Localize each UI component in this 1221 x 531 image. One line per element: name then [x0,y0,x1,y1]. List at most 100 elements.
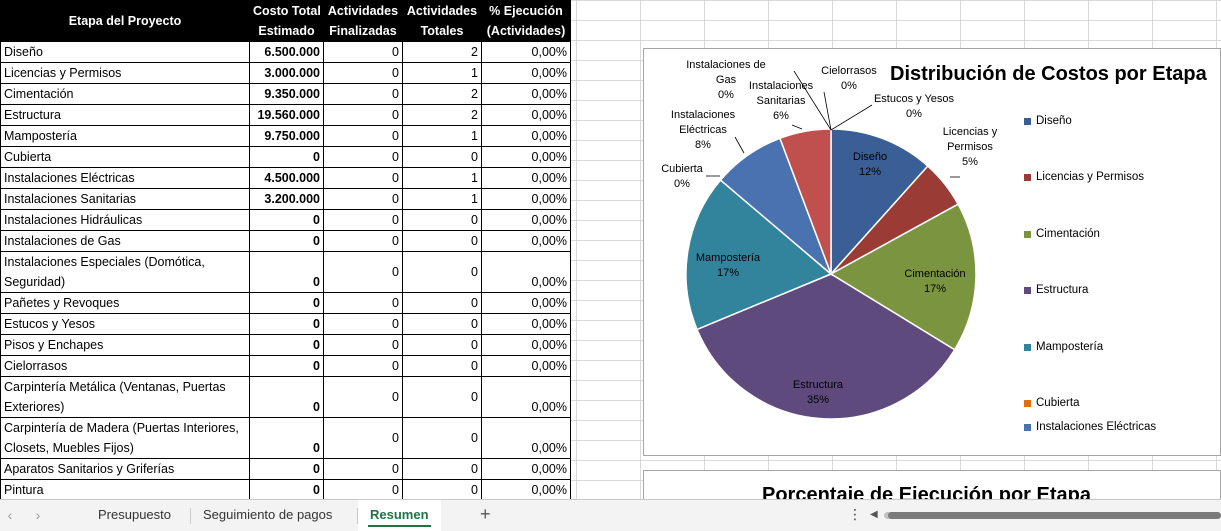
cell-pct[interactable]: 0,00% [481,355,571,377]
cell-cost[interactable]: 0 [249,292,324,314]
cell-done[interactable]: 0 [323,334,403,356]
cell-done[interactable]: 0 [323,167,403,189]
legend-item[interactable]: Cimentación [1024,228,1100,240]
cell-done[interactable]: 0 [323,417,403,459]
cell-total[interactable]: 0 [402,334,482,356]
cell-total[interactable]: 0 [402,313,482,335]
legend-item[interactable]: Cubierta [1024,397,1079,409]
pie-slice-mamposter-a[interactable] [685,179,833,331]
cell-total[interactable]: 0 [402,146,482,168]
pie-slice-cimentaci-n[interactable] [829,203,977,351]
cell-pct[interactable]: 0,00% [481,209,571,231]
header-cost[interactable]: Costo Total Estimado [249,0,324,42]
cell-done[interactable]: 0 [323,62,403,84]
cell-cost[interactable]: 19.560.000 [249,104,324,126]
worksheet-area[interactable]: Etapa del Proyecto Costo Total Estimado … [0,0,1221,499]
cell-pct[interactable]: 0,00% [481,104,571,126]
cell-stage[interactable]: Instalaciones de Gas [0,230,250,252]
cost-distribution-chart[interactable]: Diseño 12% Licencias y Permisos 5% Cimentació… [643,48,1221,456]
cell-stage[interactable]: Pintura [0,479,250,499]
legend-item[interactable]: Mampostería [1024,341,1103,353]
cell-total[interactable]: 0 [402,230,482,252]
cell-cost[interactable]: 0 [249,417,324,459]
cell-cost[interactable]: 0 [249,146,324,168]
cell-stage[interactable]: Cubierta [0,146,250,168]
cell-total[interactable]: 0 [402,292,482,314]
cell-cost[interactable]: 4.500.000 [249,167,324,189]
cell-pct[interactable]: 0,00% [481,334,571,356]
cell-stage[interactable]: Estructura [0,104,250,126]
cell-cost[interactable]: 0 [249,230,324,252]
cell-done[interactable]: 0 [323,355,403,377]
cell-stage[interactable]: Diseño [0,41,250,63]
cell-done[interactable]: 0 [323,209,403,231]
vertical-ellipsis-icon[interactable]: ⋮ [848,506,862,522]
cell-done[interactable]: 0 [323,230,403,252]
plus-icon[interactable]: + [480,504,491,524]
cell-cost[interactable]: 9.750.000 [249,125,324,147]
cell-pct[interactable]: 0,00% [481,146,571,168]
cell-done[interactable]: 0 [323,104,403,126]
header-total[interactable]: Actividades Totales [402,0,482,42]
cell-pct[interactable]: 0,00% [481,292,571,314]
cell-pct[interactable]: 0,00% [481,251,571,293]
chevron-left-icon[interactable]: ‹ [7,507,13,523]
cell-cost[interactable]: 0 [249,458,324,480]
cell-total[interactable]: 2 [402,41,482,63]
cell-pct[interactable]: 0,00% [481,376,571,418]
cell-done[interactable]: 0 [323,188,403,210]
header-done[interactable]: Actividades Finalizadas [323,0,403,42]
cell-cost[interactable]: 0 [249,376,324,418]
cell-pct[interactable]: 0,00% [481,479,571,499]
legend-item[interactable]: Instalaciones Eléctricas [1024,421,1156,433]
cell-stage[interactable]: Instalaciones Eléctricas [0,167,250,189]
cell-cost[interactable]: 0 [249,251,324,293]
cell-total[interactable]: 0 [402,355,482,377]
cell-cost[interactable]: 3.200.000 [249,188,324,210]
pie-slice-estructura[interactable] [696,273,956,420]
cell-pct[interactable]: 0,00% [481,62,571,84]
tab-seguimiento-de-pagos[interactable]: Seguimiento de pagos [203,507,333,522]
tab-presupuesto[interactable]: Presupuesto [98,507,171,522]
cell-done[interactable]: 0 [323,458,403,480]
cell-total[interactable]: 0 [402,376,482,418]
execution-chart[interactable]: Porcentaje de Ejecución por Etapa [643,470,1221,499]
cell-pct[interactable]: 0,00% [481,83,571,105]
cell-pct[interactable]: 0,00% [481,188,571,210]
cell-pct[interactable]: 0,00% [481,125,571,147]
pie-slice-dise-o[interactable] [830,128,929,276]
cell-cost[interactable]: 3.000.000 [249,62,324,84]
cell-pct[interactable]: 0,00% [481,230,571,252]
legend-item[interactable]: Estructura [1024,284,1088,296]
cell-pct[interactable]: 0,00% [481,167,571,189]
cell-done[interactable]: 0 [323,83,403,105]
cell-total[interactable]: 2 [402,104,482,126]
horizontal-scrollbar[interactable]: ◀ [870,509,1221,521]
cell-done[interactable]: 0 [323,146,403,168]
cell-total[interactable]: 0 [402,251,482,293]
cell-done[interactable]: 0 [323,292,403,314]
cell-total[interactable]: 2 [402,83,482,105]
scroll-thumb[interactable] [888,512,1221,519]
cell-cost[interactable]: 0 [249,334,324,356]
cell-stage[interactable]: Pisos y Enchapes [0,334,250,356]
cell-total[interactable]: 1 [402,125,482,147]
cell-cost[interactable]: 0 [249,355,324,377]
cell-done[interactable]: 0 [323,41,403,63]
header-stage[interactable]: Etapa del Proyecto [0,0,250,42]
cell-total[interactable]: 0 [402,479,482,499]
cell-total[interactable]: 1 [402,167,482,189]
legend-item[interactable]: Licencias y Permisos [1024,171,1144,183]
cell-pct[interactable]: 0,00% [481,313,571,335]
cell-total[interactable]: 0 [402,209,482,231]
cell-done[interactable]: 0 [323,479,403,499]
cell-stage[interactable]: Licencias y Permisos [0,62,250,84]
cell-cost[interactable]: 0 [249,479,324,499]
scroll-left-icon[interactable]: ◀ [870,509,878,520]
cell-done[interactable]: 0 [323,125,403,147]
cell-stage[interactable]: Carpintería de Madera (Puertas Interiore… [0,417,250,459]
cell-total[interactable]: 0 [402,458,482,480]
cell-cost[interactable]: 9.350.000 [249,83,324,105]
cell-total[interactable]: 1 [402,62,482,84]
cell-done[interactable]: 0 [323,376,403,418]
